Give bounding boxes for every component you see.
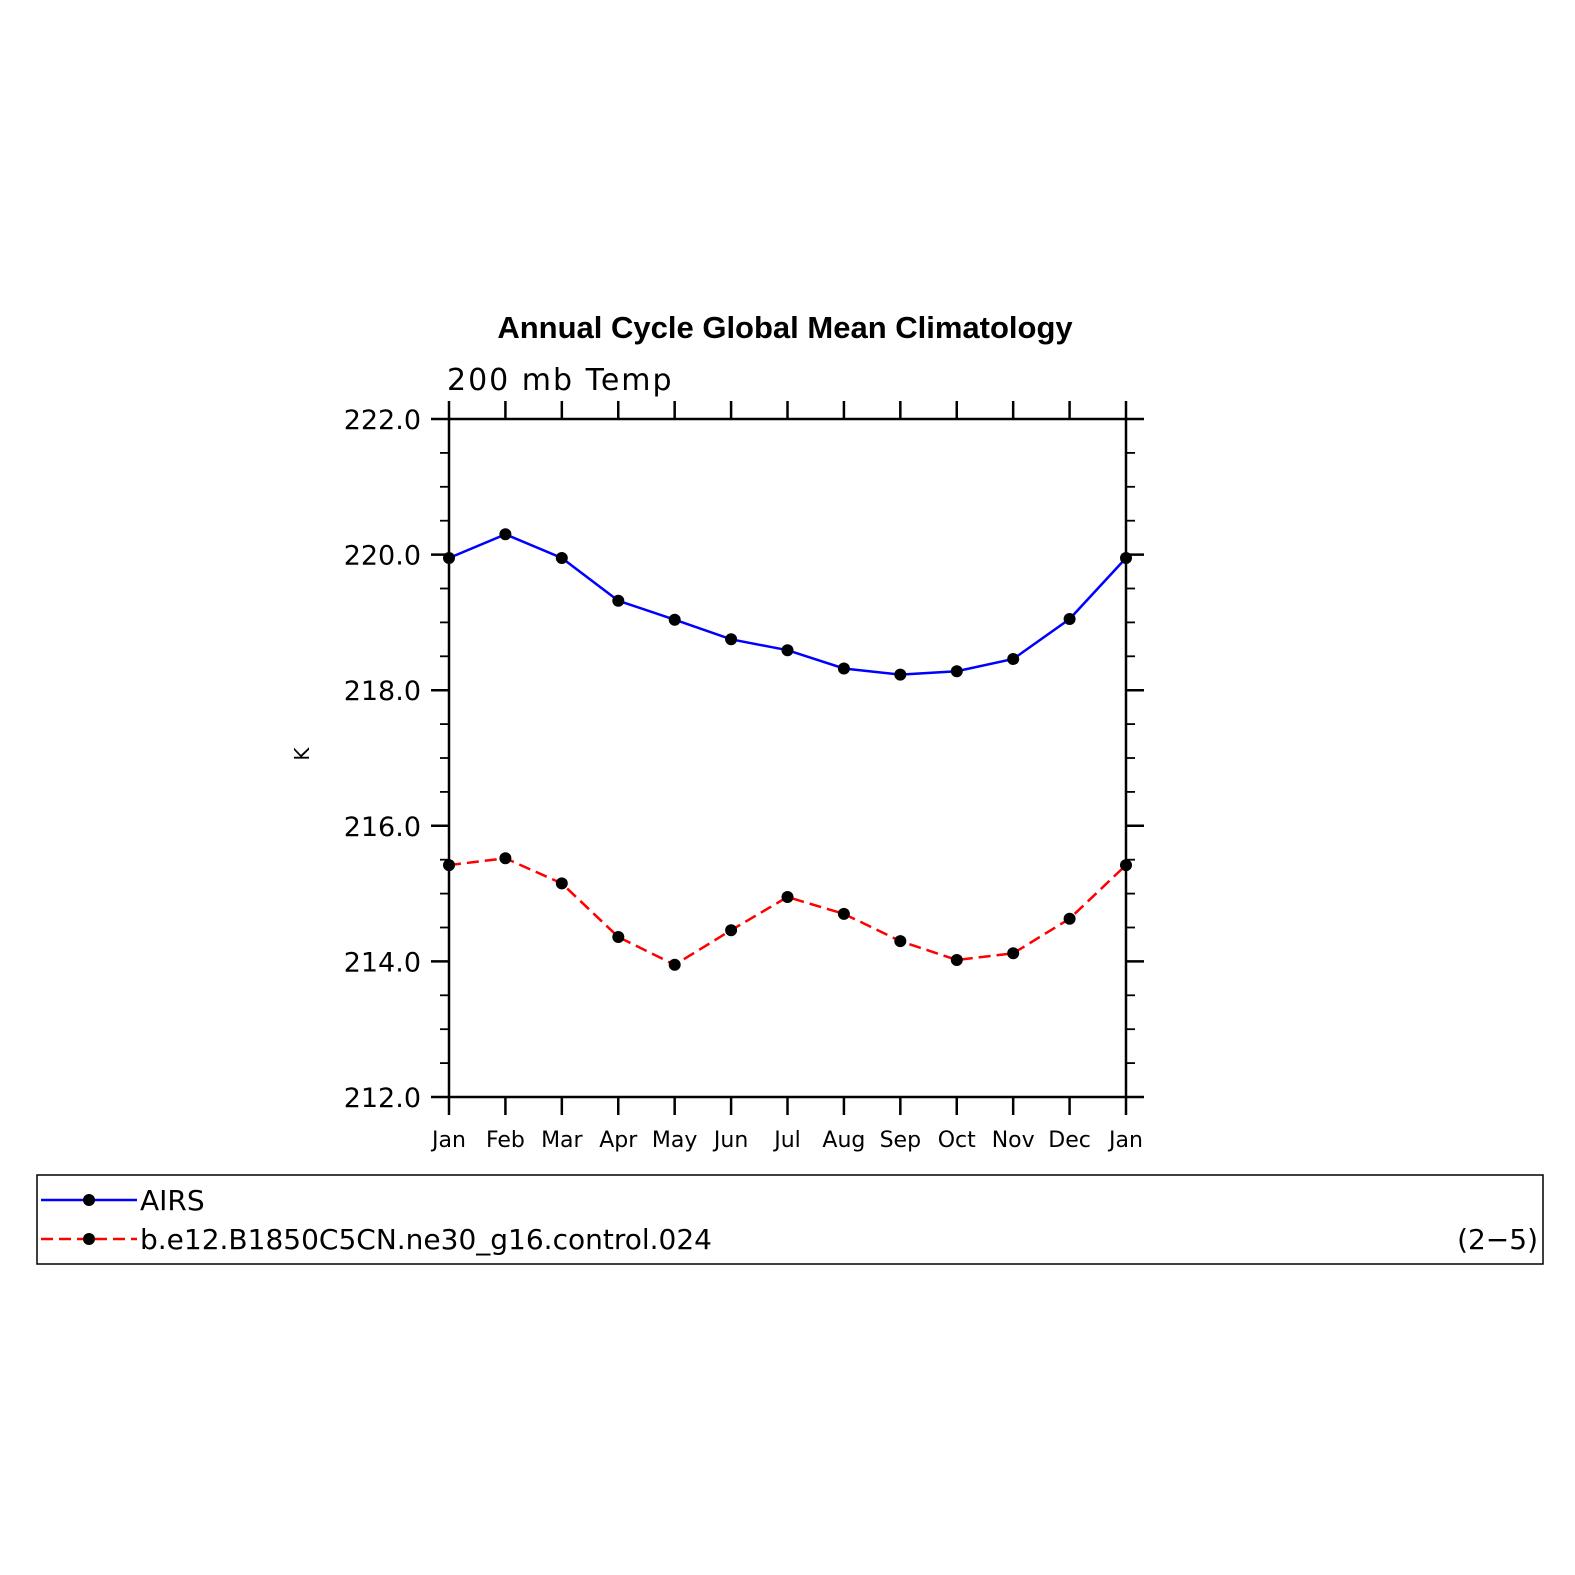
series-line bbox=[448, 857, 1127, 967]
series-model bbox=[443, 852, 1132, 971]
data-point bbox=[668, 958, 681, 971]
series-layer bbox=[443, 528, 1132, 971]
data-point bbox=[612, 931, 625, 943]
y-axis-label: K bbox=[290, 747, 314, 761]
y-tick-labels: 212.0 214.0 216.0 218.0 220.0 222.0 bbox=[344, 405, 421, 1114]
data-point bbox=[1063, 912, 1076, 925]
x-tick-label: Aug bbox=[822, 1128, 865, 1153]
y-tick-label: 214.0 bbox=[344, 947, 421, 978]
x-tick-label: Jul bbox=[772, 1128, 801, 1153]
data-point bbox=[894, 668, 907, 681]
data-point bbox=[894, 935, 907, 948]
data-point bbox=[781, 644, 794, 657]
x-tick-label: Sep bbox=[880, 1128, 921, 1153]
x-tick-label: Apr bbox=[599, 1128, 638, 1153]
data-point bbox=[725, 633, 738, 646]
y-tick-label: 218.0 bbox=[344, 676, 421, 707]
x-tick-label: Mar bbox=[541, 1128, 583, 1153]
legend-label-airs: AIRS bbox=[140, 1184, 205, 1217]
x-tick-label: Dec bbox=[1048, 1128, 1091, 1153]
data-point bbox=[837, 907, 850, 920]
y-tick-label: 216.0 bbox=[344, 812, 421, 843]
panel-label: (2−5) bbox=[1457, 1223, 1538, 1256]
data-point bbox=[1120, 552, 1132, 564]
data-point bbox=[668, 613, 681, 626]
x-tick-labels: Jan Feb Mar Apr May Jun Jul Aug Sep Oct Nov Dec Jan bbox=[430, 1128, 1143, 1153]
series-airs bbox=[443, 528, 1132, 681]
legend-entry-model: b.e12.B1850C5CN.ne30_g16.control.024 bbox=[41, 1223, 712, 1256]
x-tick-label: Jan bbox=[1107, 1128, 1143, 1153]
chart-title: Annual Cycle Global Mean Climatology bbox=[497, 310, 1073, 345]
x-tick-label: Jun bbox=[712, 1128, 748, 1153]
data-point bbox=[1120, 859, 1132, 872]
data-point bbox=[499, 528, 512, 541]
data-point bbox=[1007, 653, 1020, 665]
legend-box bbox=[36, 1174, 1544, 1265]
axis-ticks bbox=[431, 401, 1144, 1115]
x-tick-label: May bbox=[652, 1128, 697, 1153]
x-tick-label: Jan bbox=[430, 1128, 466, 1153]
data-point bbox=[781, 891, 794, 903]
data-point bbox=[499, 852, 512, 865]
data-point bbox=[950, 665, 963, 678]
chart-subtitle: 200 mb Temp bbox=[447, 363, 674, 398]
data-point bbox=[837, 662, 850, 675]
x-tick-label: Nov bbox=[992, 1128, 1035, 1153]
legend-entry-airs: AIRS bbox=[41, 1184, 205, 1217]
data-point bbox=[443, 859, 455, 872]
data-point bbox=[555, 552, 568, 564]
x-tick-label: Oct bbox=[938, 1128, 976, 1153]
plot-frame bbox=[447, 417, 1128, 1099]
data-point bbox=[443, 552, 455, 564]
data-point bbox=[555, 877, 568, 890]
data-point bbox=[1063, 613, 1076, 625]
legend-label-model: b.e12.B1850C5CN.ne30_g16.control.024 bbox=[140, 1223, 712, 1256]
x-tick-label: Feb bbox=[486, 1128, 525, 1153]
y-tick-label: 212.0 bbox=[344, 1083, 421, 1114]
data-point bbox=[1007, 947, 1020, 960]
data-point bbox=[725, 924, 738, 937]
legend-marker-airs bbox=[83, 1194, 95, 1206]
data-point bbox=[950, 954, 963, 966]
y-tick-label: 222.0 bbox=[344, 405, 421, 436]
y-tick-label: 220.0 bbox=[344, 541, 421, 572]
legend-marker-model bbox=[83, 1233, 95, 1245]
data-point bbox=[612, 594, 625, 607]
